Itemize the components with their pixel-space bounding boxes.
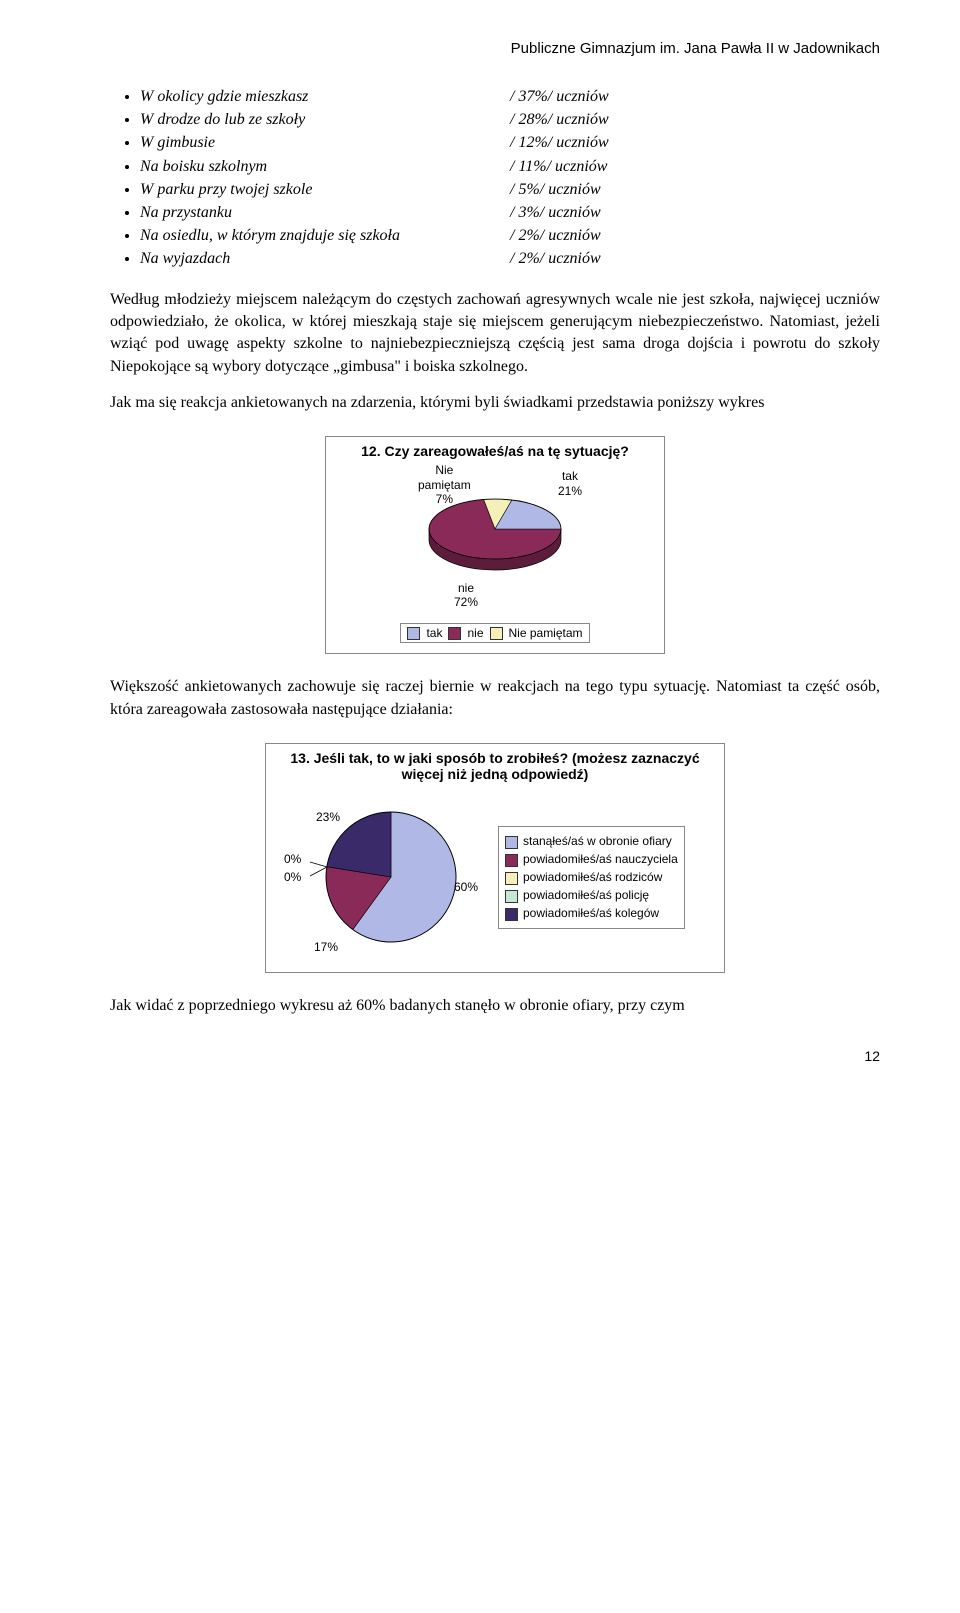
list-value: / 11%/ uczniów (510, 155, 607, 178)
legend-swatch-icon (505, 854, 518, 867)
list-label: Na osiedlu, w którym znajduje się szkoła (140, 224, 470, 247)
pie1-label-nie-pamietam: Niepamiętam7% (418, 463, 471, 506)
list-label: W gimbusie (140, 131, 470, 154)
chart-13: 13. Jeśli tak, to w jaki sposób to zrobi… (265, 743, 725, 973)
list-value: / 37%/ uczniów (510, 85, 609, 108)
page-header: Publiczne Gimnazjum im. Jana Pawła II w … (110, 40, 880, 57)
pie2-label-60: 60% (454, 880, 478, 894)
paragraph-1: Według młodzieży miejscem należącym do c… (110, 289, 880, 379)
list-value: / 12%/ uczniów (510, 131, 609, 154)
legend-label: stanąłeś/aś w obronie ofiary (523, 834, 672, 848)
legend-label: powiadomiłeś/aś policję (523, 888, 649, 902)
legend-label: Nie pamiętam (509, 626, 583, 640)
paragraph-2: Jak ma się reakcja ankietowanych na zdar… (110, 392, 880, 414)
chart-12: 12. Czy zareagowałeś/aś na tę sytuację? … (325, 436, 665, 654)
list-label: Na wyjazdach (140, 247, 470, 270)
list-value: / 28%/ uczniów (510, 108, 609, 131)
list-label: Na przystanku (140, 201, 470, 224)
legend-swatch-icon (448, 627, 461, 640)
pie2-label-0b: 0% (284, 870, 301, 884)
pie2-label-0a: 0% (284, 852, 301, 866)
list-label: Na boisku szkolnym (140, 155, 470, 178)
legend-swatch-icon (505, 890, 518, 903)
list-value: / 3%/ uczniów (510, 201, 601, 224)
chart-12-legend: tak nie Nie pamiętam (400, 623, 589, 643)
list-item: Na osiedlu, w którym znajduje się szkoła… (140, 224, 880, 247)
list-item: W drodze do lub ze szkoły / 28%/ uczniów (140, 108, 880, 131)
paragraph-3: Większość ankietowanych zachowuje się ra… (110, 676, 880, 721)
legend-swatch-icon (505, 908, 518, 921)
chart-12-title: 12. Czy zareagowałeś/aś na tę sytuację? (334, 443, 656, 459)
list-label: W okolicy gdzie mieszkasz (140, 85, 470, 108)
legend-swatch-icon (505, 872, 518, 885)
page-number: 12 (110, 1048, 880, 1064)
list-item: Na wyjazdach / 2%/ uczniów (140, 247, 880, 270)
chart-13-pie: 60% 17% 0% 0% 23% (276, 792, 486, 962)
legend-swatch-icon (505, 836, 518, 849)
legend-label: powiadomiłeś/aś nauczyciela (523, 852, 678, 866)
legend-label: powiadomiłeś/aś kolegów (523, 906, 659, 920)
list-item: W okolicy gdzie mieszkasz / 37%/ uczniów (140, 85, 880, 108)
legend-swatch-icon (490, 627, 503, 640)
legend-label: nie (467, 626, 483, 640)
list-label: W drodze do lub ze szkoły (140, 108, 470, 131)
chart-13-legend: stanąłeś/aś w obronie ofiary powiadomiłe… (498, 826, 685, 929)
chart-12-pie: Niepamiętam7% tak21% nie72% (390, 469, 600, 589)
pie2-label-17: 17% (314, 940, 338, 954)
legend-label: tak (426, 626, 442, 640)
list-item: Na przystanku / 3%/ uczniów (140, 201, 880, 224)
legend-label: powiadomiłeś/aś rodziców (523, 870, 662, 884)
list-item: Na boisku szkolnym / 11%/ uczniów (140, 155, 880, 178)
location-list: W okolicy gdzie mieszkasz/ 37%/ uczniów … (110, 85, 880, 271)
paragraph-4: Jak widać z poprzedniego wykresu aż 60% … (110, 995, 880, 1017)
pie1-label-tak: tak21% (558, 469, 582, 498)
list-label: W parku przy twojej szkole (140, 178, 470, 201)
list-item: W gimbusie / 12%/ uczniów (140, 131, 880, 154)
pie2-label-23: 23% (316, 810, 340, 824)
chart-13-title: 13. Jeśli tak, to w jaki sposób to zrobi… (276, 750, 714, 782)
list-value: / 2%/ uczniów (510, 247, 601, 270)
list-value: / 2%/ uczniów (510, 224, 601, 247)
legend-swatch-icon (407, 627, 420, 640)
pie1-label-nie: nie72% (454, 581, 478, 610)
list-value: / 5%/ uczniów (510, 178, 601, 201)
list-item: W parku przy twojej szkole / 5%/ uczniów (140, 178, 880, 201)
